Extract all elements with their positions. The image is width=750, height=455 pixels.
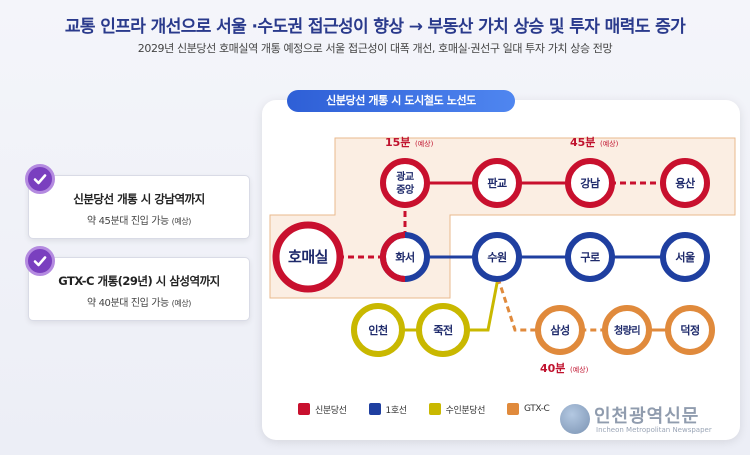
- svg-text:청량리: 청량리: [614, 324, 640, 337]
- station-gwanggyo: 광교 중앙: [380, 158, 430, 208]
- station-cheongnyangni: 청량리: [602, 305, 652, 355]
- card-title: 신분당선 개통 시 강남역까지: [73, 192, 205, 206]
- svg-text:강남: 강남: [580, 176, 600, 190]
- watermark-english: Incheon Metropolitan Newspaper: [596, 426, 712, 434]
- headline: 교통 인프라 개선으로 서울 ·수도권 접근성이 향상 → 부동산 가치 상승 …: [64, 17, 686, 37]
- station-suwon: 수원: [472, 232, 522, 282]
- svg-text:수원: 수원: [487, 250, 507, 264]
- svg-text:45분: 45분: [570, 136, 595, 149]
- svg-text:인천: 인천: [368, 323, 388, 337]
- svg-text:중앙: 중앙: [396, 184, 415, 196]
- legend: 신분당선 1호선 수인분당선 GTX-C: [298, 397, 688, 421]
- subline: 2029년 신분당선 호매실역 개통 예정으로 서울 접근성이 대폭 개선, 호…: [137, 42, 613, 55]
- time-label-15: 15분 (예상): [385, 136, 434, 149]
- station-incheon: 인천: [351, 303, 405, 357]
- legend-item-suin: 수인분당선: [428, 403, 485, 416]
- svg-text:40분: 40분: [540, 362, 565, 375]
- time-label-40: 40분 (예상): [540, 362, 589, 375]
- svg-text:(예상): (예상): [570, 365, 589, 374]
- svg-text:광교: 광교: [396, 171, 414, 183]
- legend-item-shinbundang: 신분당선: [298, 403, 347, 416]
- card-detail: 약 40분대 진입 가능 (예상): [86, 298, 192, 309]
- station-guro: 구로: [565, 232, 615, 282]
- svg-text:서울: 서울: [675, 250, 695, 264]
- check-icon: [25, 246, 55, 276]
- watermark-name: 인천광역신문: [594, 406, 700, 427]
- svg-text:덕정: 덕정: [680, 323, 699, 337]
- card-detail: 약 45분대 진입 가능 (예상): [86, 216, 192, 227]
- svg-text:화서: 화서: [395, 250, 414, 264]
- svg-text:용산: 용산: [675, 176, 695, 190]
- svg-text:판교: 판교: [487, 176, 507, 190]
- time-label-45: 45분 (예상): [570, 136, 619, 149]
- legend-item-line1: 1호선: [368, 403, 407, 416]
- svg-text:(예상): (예상): [415, 139, 434, 148]
- svg-text:(예상): (예상): [600, 139, 619, 148]
- info-card-samseong: GTX-C 개통(29년) 시 삼성역까지 약 40분대 진입 가능 (예상): [25, 246, 250, 321]
- info-card-gangnam: 신분당선 개통 시 강남역까지 약 45분대 진입 가능 (예상): [25, 164, 250, 239]
- newspaper-logo-icon: [560, 404, 590, 434]
- svg-text:15분: 15분: [385, 136, 410, 149]
- check-icon: [25, 164, 55, 194]
- station-homaesil: 호매실: [272, 221, 344, 293]
- station-jukjeon: 죽전: [416, 303, 470, 357]
- station-deokjeong: 덕정: [665, 305, 715, 355]
- legend-item-gtxc: GTX-C: [507, 403, 550, 415]
- newspaper-watermark: 인천광역신문 Incheon Metropolitan Newspaper: [560, 400, 740, 446]
- svg-text:죽전: 죽전: [433, 323, 453, 337]
- station-pangyo: 판교: [472, 158, 522, 208]
- svg-text:구로: 구로: [580, 251, 600, 264]
- svg-text:호매실: 호매실: [288, 248, 328, 266]
- station-yongsan: 용산: [660, 158, 710, 208]
- card-title: GTX-C 개통(29년) 시 삼성역까지: [58, 274, 220, 288]
- station-hwaseo: 화서: [380, 232, 430, 282]
- svg-text:삼성: 삼성: [550, 323, 569, 337]
- station-seoul: 서울: [660, 232, 710, 282]
- panel-title: 신분당선 개통 시 도시철도 노선도: [287, 90, 515, 112]
- station-samseong: 삼성: [535, 305, 585, 355]
- station-gangnam: 강남: [565, 158, 615, 208]
